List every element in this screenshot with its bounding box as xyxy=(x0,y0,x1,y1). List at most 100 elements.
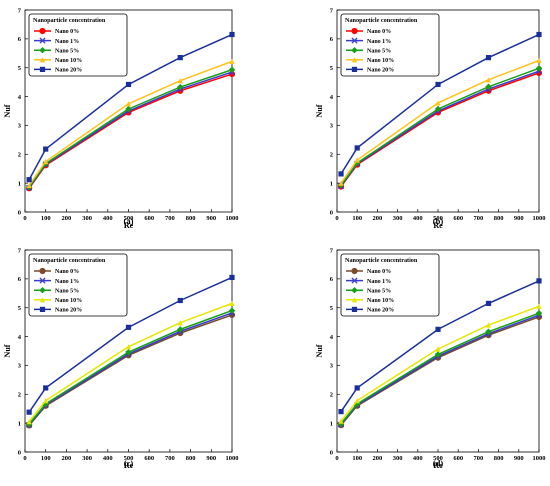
data-point xyxy=(354,157,360,163)
legend-entry-3: Nano 10% xyxy=(346,297,394,304)
data-point xyxy=(229,31,235,38)
legend-entry-4: Nano 20% xyxy=(34,66,82,74)
x-tick-label: 400 xyxy=(103,215,113,222)
series-line xyxy=(28,69,233,188)
x-tick-label: 200 xyxy=(373,455,383,462)
data-point xyxy=(125,81,132,88)
x-tick-label: 700 xyxy=(165,455,175,462)
x-tick-label: 600 xyxy=(144,215,154,222)
data-point xyxy=(177,326,184,333)
legend-box xyxy=(340,13,440,77)
legend-entry-3: Nano 10% xyxy=(34,57,82,64)
y-tick-label: 5 xyxy=(18,305,22,312)
data-point xyxy=(125,344,132,350)
legend-title: Nanoparticle concentration xyxy=(345,257,418,264)
data-point xyxy=(177,320,183,326)
legend-title: Nanoparticle concentration xyxy=(33,257,106,264)
data-point xyxy=(485,300,492,306)
x-tick-label: 600 xyxy=(453,455,463,462)
legend-label: Nano 10% xyxy=(367,298,394,304)
series-nano-3 xyxy=(26,300,235,425)
y-tick-label: 4 xyxy=(330,334,334,341)
legend-entry-3: Nano 10% xyxy=(34,297,82,304)
y-tick-label: 6 xyxy=(18,36,22,43)
legend-marker xyxy=(39,306,46,312)
series-nano-3 xyxy=(26,58,235,189)
y-tick-label: 6 xyxy=(18,276,22,283)
legend-marker xyxy=(351,306,358,312)
data-point xyxy=(229,300,235,306)
legend-label: Nano 1% xyxy=(367,39,391,45)
x-tick-label: 100 xyxy=(41,215,51,222)
x-tick-label: 0 xyxy=(335,215,338,222)
x-tick-label: 300 xyxy=(82,455,92,462)
x-tick-label: 1000 xyxy=(533,215,546,222)
x-axis-label: Re xyxy=(124,221,134,230)
data-point xyxy=(535,65,543,72)
legend-entry-1: Nano 1% xyxy=(34,277,79,285)
x-tick-label: 800 xyxy=(494,455,504,462)
y-tick-label: 4 xyxy=(330,94,334,101)
data-point xyxy=(338,171,344,177)
legend: Nanoparticle concentration Nano 0% Nano 1%… xyxy=(340,13,440,77)
series-nano-4 xyxy=(26,31,235,183)
chart-panel-a: 0 100 200 300 400 500 600 700 800 900 1000 0 1 2 3 4 5 6 7… xyxy=(3,7,239,230)
series-nano-4 xyxy=(26,274,235,415)
x-tick-label: 200 xyxy=(373,215,383,222)
legend: Nanoparticle concentration Nano 0% Nano 1%… xyxy=(28,13,128,77)
panel-label: (c) xyxy=(124,458,134,468)
legend-entry-0: Nano 0% xyxy=(34,27,79,35)
x-tick-label: 500 xyxy=(124,215,134,222)
x-tick-label: 400 xyxy=(413,455,423,462)
series-nano-3 xyxy=(338,57,542,186)
legend-marker xyxy=(39,287,46,294)
legend-label: Nano 0% xyxy=(55,269,79,275)
series-line xyxy=(28,71,233,189)
x-tick-label: 100 xyxy=(352,215,362,222)
legend-label: Nano 1% xyxy=(367,279,391,285)
legend-marker xyxy=(351,277,358,284)
legend-box xyxy=(340,253,440,317)
y-tick-label: 2 xyxy=(330,392,333,399)
y-tick-label: 1 xyxy=(18,420,21,427)
y-axis-label: Nuf xyxy=(315,104,324,117)
legend-label: Nano 10% xyxy=(367,58,394,64)
data-point xyxy=(43,385,49,391)
legend-title: Nanoparticle concentration xyxy=(33,17,106,24)
y-tick-label: 5 xyxy=(330,305,334,312)
chart-panel-b: 0 100 200 300 400 500 600 700 800 900 1000 0 1 2 3 4 5 6 7… xyxy=(315,7,546,230)
legend-entry-1: Nano 1% xyxy=(346,277,391,285)
y-tick-label: 1 xyxy=(330,180,333,187)
legend-title: Nanoparticle concentration xyxy=(345,17,418,24)
y-tick-label: 0 xyxy=(18,209,21,216)
data-point xyxy=(177,297,183,304)
y-tick-label: 2 xyxy=(18,392,21,399)
x-tick-label: 900 xyxy=(514,215,524,222)
legend-box xyxy=(28,253,128,317)
y-tick-label: 0 xyxy=(330,209,333,216)
x-tick-label: 800 xyxy=(186,215,196,222)
x-tick-label: 600 xyxy=(453,215,463,222)
legend-label: Nano 20% xyxy=(367,308,394,314)
x-tick-label: 0 xyxy=(335,455,338,462)
data-point xyxy=(125,101,132,107)
x-tick-label: 1000 xyxy=(533,455,546,462)
data-point xyxy=(485,322,492,328)
x-axis-label: Re xyxy=(124,461,134,470)
legend-marker xyxy=(39,47,46,54)
x-tick-label: 800 xyxy=(186,455,196,462)
legend-marker xyxy=(39,66,46,72)
data-point xyxy=(485,77,492,83)
y-tick-label: 3 xyxy=(18,123,22,130)
legend-label: Nano 5% xyxy=(367,48,391,54)
data-point xyxy=(26,182,32,189)
y-tick-label: 7 xyxy=(330,247,334,254)
legend-label: Nano 10% xyxy=(55,298,82,304)
x-tick-label: 500 xyxy=(124,455,134,462)
legend-marker xyxy=(351,287,358,294)
series-nano-0 xyxy=(337,69,543,190)
legend-label: Nano 5% xyxy=(55,48,79,54)
data-point xyxy=(434,351,442,358)
x-axis-label: Re xyxy=(433,461,443,470)
